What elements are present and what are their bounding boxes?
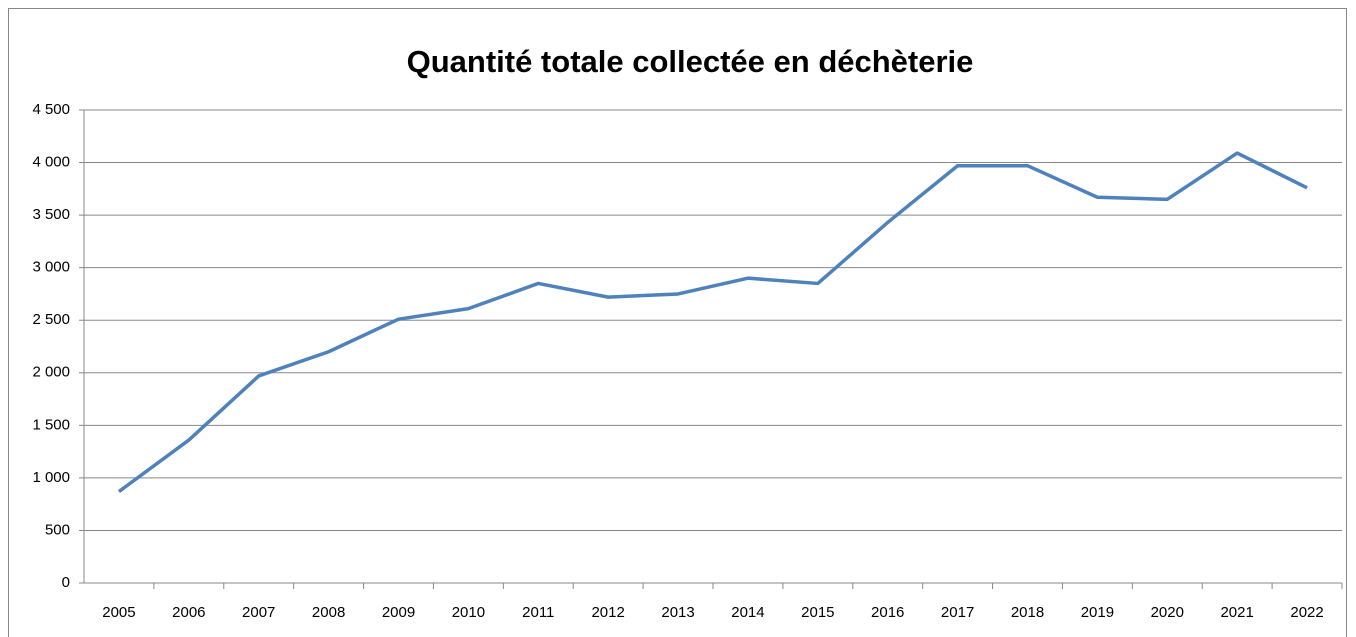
y-tick-label: 4 000 xyxy=(32,154,70,171)
y-tick-label: 3 000 xyxy=(32,259,70,276)
y-tick-label: 1 000 xyxy=(32,469,70,486)
y-tick-label: 2 000 xyxy=(32,364,70,381)
x-tick-label: 2010 xyxy=(452,604,485,621)
x-tick-label: 2021 xyxy=(1220,604,1253,621)
y-tick-label: 0 xyxy=(62,574,70,591)
y-tick-label: 1 500 xyxy=(32,416,70,433)
x-tick-label: 2006 xyxy=(172,604,205,621)
x-tick-label: 2017 xyxy=(941,604,974,621)
x-tick-label: 2020 xyxy=(1151,604,1184,621)
x-tick-label: 2008 xyxy=(312,604,345,621)
x-tick-label: 2011 xyxy=(522,604,554,621)
x-tick-label: 2009 xyxy=(382,604,415,621)
x-tick-label: 2014 xyxy=(731,604,764,621)
x-tick-label: 2005 xyxy=(102,604,135,621)
x-tick-label: 2022 xyxy=(1290,604,1323,621)
chart-title: Quantité totale collectée en déchèterie xyxy=(407,44,974,79)
chart-frame xyxy=(8,8,1347,637)
y-tick-label: 500 xyxy=(45,521,70,538)
x-tick-label: 2015 xyxy=(801,604,834,621)
line-series xyxy=(117,151,1308,493)
y-tick-label: 3 500 xyxy=(32,206,70,223)
x-tick-label: 2012 xyxy=(591,604,624,621)
y-tick-label: 2 500 xyxy=(32,311,70,328)
x-tick-label: 2018 xyxy=(1011,604,1044,621)
y-tick-label: 4 500 xyxy=(32,101,70,118)
x-tick-label: 2016 xyxy=(871,604,904,621)
x-tick-label: 2013 xyxy=(661,604,694,621)
x-tick-label: 2019 xyxy=(1081,604,1114,621)
x-tick-label: 2007 xyxy=(242,604,275,621)
